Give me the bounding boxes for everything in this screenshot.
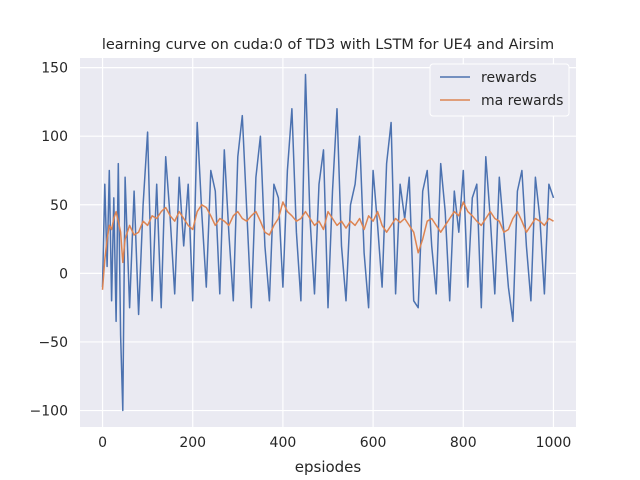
legend: rewards ma rewards [429,63,570,117]
y-tick-label: 150 [41,61,68,77]
y-tick-label: 100 [41,129,68,145]
y-tick-label: −100 [30,404,68,420]
legend-label-ma-rewards: ma rewards [481,93,563,109]
chart-title: learning curve on cuda:0 of TD3 with LST… [102,37,554,53]
x-tick-label: 0 [98,435,107,451]
x-tick-label: 600 [360,435,387,451]
y-tick-label: 0 [59,266,68,282]
x-tick-labels: 0 200 400 600 800 1000 [98,435,571,451]
x-tick-label: 400 [270,435,297,451]
x-tick-label: 800 [450,435,477,451]
grid-lines [80,58,576,427]
x-axis-label: epsiodes [295,458,362,476]
y-tick-labels: −100 −50 0 50 100 150 [30,61,68,420]
series-line-rewards [101,73,555,412]
legend-label-rewards: rewards [481,70,537,86]
series-layer [101,73,555,412]
x-tick-label: 1000 [536,435,572,451]
x-tick-label: 200 [179,435,206,451]
y-tick-label: −50 [38,335,68,351]
series-line-ma-rewards [101,201,554,290]
y-tick-label: 50 [50,198,68,214]
